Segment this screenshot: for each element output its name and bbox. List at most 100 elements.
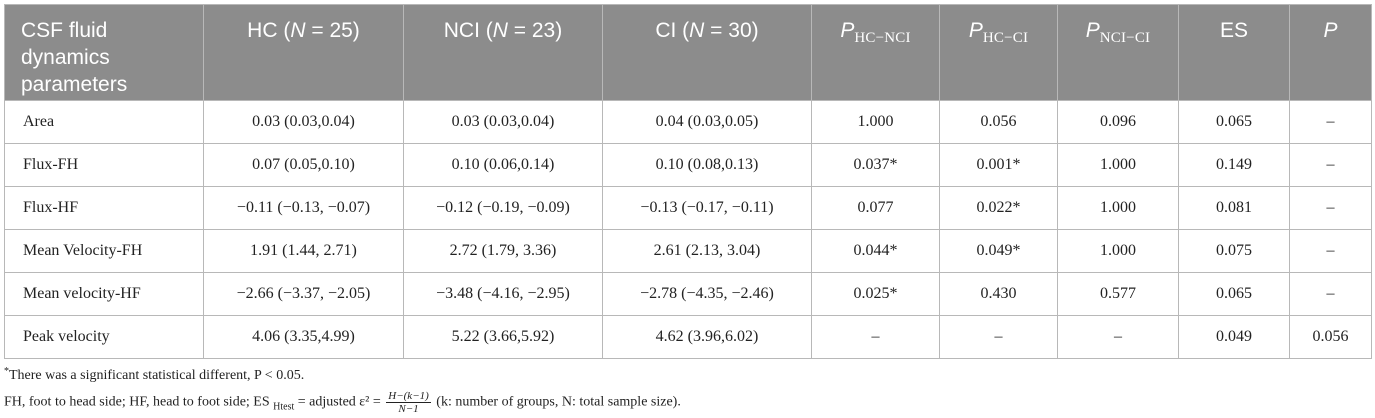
header-es: ES bbox=[1178, 4, 1290, 101]
header-p_hc_ci: PHC−CI bbox=[939, 4, 1058, 101]
footnote-es-subscript: Htest bbox=[273, 401, 295, 413]
cell-p_hc_nci: – bbox=[811, 315, 940, 359]
header-param: CSF fluid dynamics parameters bbox=[4, 4, 204, 101]
footnote-fraction: H−(k−1) N−1 bbox=[386, 390, 431, 415]
header-param-plain: CSF fluid dynamics parameters bbox=[21, 19, 128, 96]
header-p_nci_ci: PNCI−CI bbox=[1057, 4, 1179, 101]
cell-p_hc_ci: 0.056 bbox=[939, 100, 1058, 144]
cell-p_hc_ci: 0.022* bbox=[939, 186, 1058, 230]
cell-nci: 0.03 (0.03,0.04) bbox=[403, 100, 603, 144]
table-row: Mean Velocity-FH 1.91 (1.44, 2.71) 2.72 (1… bbox=[4, 229, 1372, 273]
row-label: Mean Velocity-FH bbox=[4, 229, 204, 273]
cell-p_hc_nci: 0.044* bbox=[811, 229, 940, 273]
cell-p_nci_ci: – bbox=[1057, 315, 1179, 359]
footnote-abbrev-text: FH, foot to head side; HF, head to foot … bbox=[4, 394, 274, 410]
cell-ci: 0.04 (0.03,0.05) bbox=[602, 100, 812, 144]
table-row: Area 0.03 (0.03,0.04) 0.03 (0.03,0.04) 0.04… bbox=[4, 100, 1372, 144]
row-label: Area bbox=[4, 100, 204, 144]
cell-nci: −0.12 (−0.19, −0.09) bbox=[403, 186, 603, 230]
cell-nci: 0.10 (0.06,0.14) bbox=[403, 143, 603, 187]
cell-p: – bbox=[1289, 186, 1372, 230]
cell-hc: 4.06 (3.35,4.99) bbox=[203, 315, 404, 359]
cell-hc: 0.07 (0.05,0.10) bbox=[203, 143, 404, 187]
cell-es: 0.065 bbox=[1178, 272, 1290, 316]
header-p_hc_nci: PHC−NCI bbox=[811, 4, 940, 101]
table-row: Peak velocity 4.06 (3.35,4.99) 5.22 (3.66,… bbox=[4, 315, 1372, 359]
header-nci-italic: N bbox=[492, 19, 508, 42]
footnote-significance-text: There was a significant statistical diff… bbox=[9, 368, 305, 383]
cell-p_hc_ci: 0.001* bbox=[939, 143, 1058, 187]
cell-nci: 5.22 (3.66,5.92) bbox=[403, 315, 603, 359]
cell-nci: −3.48 (−4.16, −2.95) bbox=[403, 272, 603, 316]
header-ci-post: = 30) bbox=[704, 19, 759, 42]
header-p-italic: P bbox=[1323, 19, 1338, 42]
footnote-abbreviations: FH, foot to head side; HF, head to foot … bbox=[4, 390, 681, 415]
header-nci-post: = 23) bbox=[507, 19, 563, 42]
fraction-numerator: H−(k−1) bbox=[386, 390, 431, 403]
footnote-significance: *There was a significant statistical dif… bbox=[4, 366, 304, 384]
cell-es: 0.065 bbox=[1178, 100, 1290, 144]
row-label: Peak velocity bbox=[4, 315, 204, 359]
table-header-row: CSF fluid dynamics parameters HC (N = 25)… bbox=[4, 4, 1372, 101]
cell-p: 0.056 bbox=[1289, 315, 1372, 359]
cell-p_nci_ci: 1.000 bbox=[1057, 186, 1179, 230]
header-p_hc_ci-sub: HC−CI bbox=[982, 30, 1029, 46]
cell-p_hc_nci: 1.000 bbox=[811, 100, 940, 144]
cell-hc: 0.03 (0.03,0.04) bbox=[203, 100, 404, 144]
cell-es: 0.049 bbox=[1178, 315, 1290, 359]
header-hc-italic: N bbox=[290, 19, 306, 42]
header-nci-pre: NCI ( bbox=[443, 19, 493, 42]
cell-p_nci_ci: 1.000 bbox=[1057, 229, 1179, 273]
fraction-denominator: N−1 bbox=[398, 403, 419, 415]
csf-parameters-table: CSF fluid dynamics parameters HC (N = 25)… bbox=[4, 4, 1372, 359]
table-body: Area 0.03 (0.03,0.04) 0.03 (0.03,0.04) 0.04… bbox=[4, 100, 1372, 359]
cell-hc: −0.11 (−0.13, −0.07) bbox=[203, 186, 404, 230]
header-ci-pre: CI ( bbox=[655, 19, 690, 42]
footnote-star: * bbox=[4, 366, 9, 377]
cell-ci: −0.13 (−0.17, −0.11) bbox=[602, 186, 812, 230]
cell-hc: 1.91 (1.44, 2.71) bbox=[203, 229, 404, 273]
cell-es: 0.081 bbox=[1178, 186, 1290, 230]
header-ci-italic: N bbox=[689, 19, 705, 42]
header-p_nci_ci-sub: NCI−CI bbox=[1099, 30, 1151, 46]
cell-p_hc_nci: 0.077 bbox=[811, 186, 940, 230]
cell-es: 0.075 bbox=[1178, 229, 1290, 273]
header-hc-pre: HC ( bbox=[247, 19, 291, 42]
header-p_hc_ci-italic: P bbox=[968, 19, 983, 42]
row-label: Flux-HF bbox=[4, 186, 204, 230]
table-row: Mean velocity-HF −2.66 (−3.37, −2.05) −3.4… bbox=[4, 272, 1372, 316]
row-label: Mean velocity-HF bbox=[4, 272, 204, 316]
cell-hc: −2.66 (−3.37, −2.05) bbox=[203, 272, 404, 316]
cell-p_hc_nci: 0.037* bbox=[811, 143, 940, 187]
header-hc-post: = 25) bbox=[305, 19, 360, 42]
cell-p: – bbox=[1289, 272, 1372, 316]
header-p_nci_ci-italic: P bbox=[1085, 19, 1100, 42]
header-p_hc_nci-sub: HC−NCI bbox=[854, 30, 911, 46]
header-p_hc_nci-italic: P bbox=[840, 19, 855, 42]
footnote-es-equation: = adjusted ε² = bbox=[294, 394, 385, 410]
header-hc: HC (N = 25) bbox=[203, 4, 404, 101]
header-p: P bbox=[1289, 4, 1372, 101]
cell-p_hc_ci: 0.430 bbox=[939, 272, 1058, 316]
cell-ci: 2.61 (2.13, 3.04) bbox=[602, 229, 812, 273]
table-row: Flux-HF −0.11 (−0.13, −0.07) −0.12 (−0.19,… bbox=[4, 186, 1372, 230]
cell-p: – bbox=[1289, 229, 1372, 273]
cell-p_nci_ci: 1.000 bbox=[1057, 143, 1179, 187]
header-nci: NCI (N = 23) bbox=[403, 4, 603, 101]
cell-nci: 2.72 (1.79, 3.36) bbox=[403, 229, 603, 273]
header-ci: CI (N = 30) bbox=[602, 4, 812, 101]
row-label: Flux-FH bbox=[4, 143, 204, 187]
cell-es: 0.149 bbox=[1178, 143, 1290, 187]
cell-p: – bbox=[1289, 143, 1372, 187]
cell-p_nci_ci: 0.577 bbox=[1057, 272, 1179, 316]
cell-p_hc_ci: – bbox=[939, 315, 1058, 359]
table-row: Flux-FH 0.07 (0.05,0.10) 0.10 (0.06,0.14) 0… bbox=[4, 143, 1372, 187]
cell-ci: 4.62 (3.96,6.02) bbox=[602, 315, 812, 359]
cell-p: – bbox=[1289, 100, 1372, 144]
cell-ci: 0.10 (0.08,0.13) bbox=[602, 143, 812, 187]
cell-ci: −2.78 (−4.35, −2.46) bbox=[602, 272, 812, 316]
footnote-legend-text: (k: number of groups, N: total sample si… bbox=[432, 394, 681, 410]
header-es-plain: ES bbox=[1219, 19, 1248, 42]
cell-p_nci_ci: 0.096 bbox=[1057, 100, 1179, 144]
cell-p_hc_ci: 0.049* bbox=[939, 229, 1058, 273]
